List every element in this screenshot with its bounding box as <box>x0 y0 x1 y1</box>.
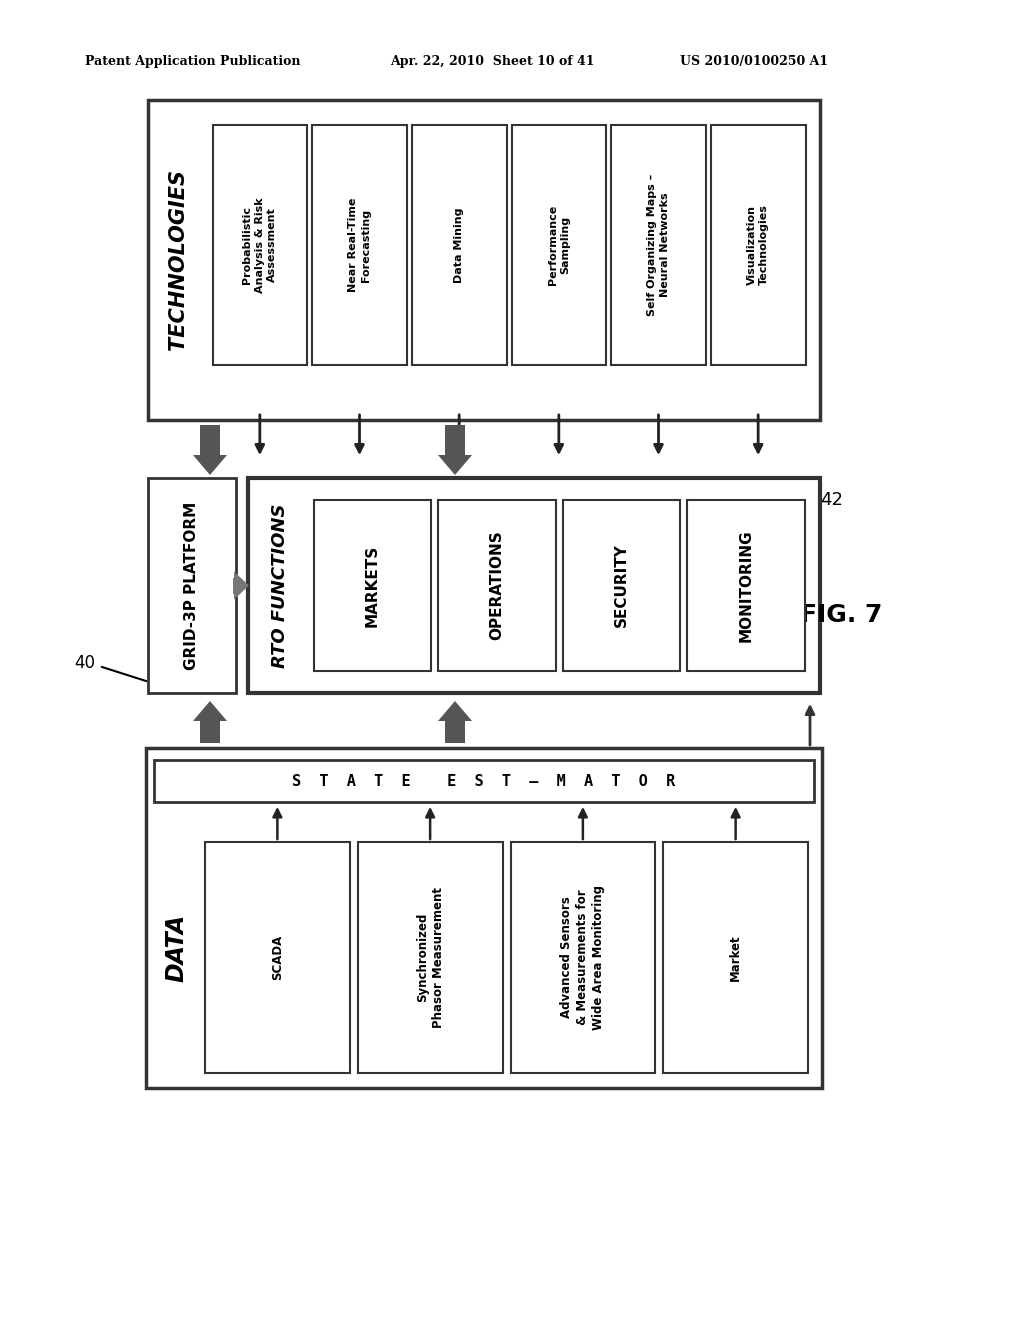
Text: Near Real-Time
Forecasting: Near Real-Time Forecasting <box>348 198 371 292</box>
Text: Self Organizing Maps –
Neural Networks: Self Organizing Maps – Neural Networks <box>647 174 670 315</box>
Bar <box>711 125 806 366</box>
Text: Synchronized
Phasor Measurement: Synchronized Phasor Measurement <box>416 887 444 1028</box>
Bar <box>248 478 820 693</box>
Text: Advanced Sensors
& Measurements for
Wide Area Monitoring: Advanced Sensors & Measurements for Wide… <box>560 884 605 1030</box>
Text: RTO FUNCTIONS: RTO FUNCTIONS <box>271 503 289 668</box>
Bar <box>146 748 822 1088</box>
Bar <box>312 125 407 366</box>
Bar <box>445 721 465 743</box>
Text: 40: 40 <box>74 653 95 672</box>
Polygon shape <box>438 455 472 475</box>
Text: 42: 42 <box>820 491 843 510</box>
Bar <box>213 125 307 366</box>
Text: GRID-3P PLATFORM: GRID-3P PLATFORM <box>184 502 200 669</box>
Bar <box>200 721 220 743</box>
Text: Apr. 22, 2010  Sheet 10 of 41: Apr. 22, 2010 Sheet 10 of 41 <box>390 55 595 69</box>
Text: DATA: DATA <box>164 913 188 982</box>
Bar <box>562 500 680 671</box>
Bar <box>233 578 238 594</box>
Bar <box>445 425 465 455</box>
Text: US 2010/0100250 A1: US 2010/0100250 A1 <box>680 55 828 69</box>
Bar <box>205 842 350 1073</box>
Bar <box>154 760 814 803</box>
Text: Visualization
Technologies: Visualization Technologies <box>746 205 769 285</box>
Text: Probabilistic
Analysis & Risk
Assessment: Probabilistic Analysis & Risk Assessment <box>243 197 278 293</box>
Text: Patent Application Publication: Patent Application Publication <box>85 55 300 69</box>
Text: Data Mining: Data Mining <box>455 207 464 282</box>
Polygon shape <box>193 455 227 475</box>
Polygon shape <box>193 701 227 721</box>
Bar <box>438 500 555 671</box>
Bar <box>611 125 706 366</box>
Bar <box>313 500 431 671</box>
Bar <box>512 125 606 366</box>
Bar <box>511 842 655 1073</box>
Text: TECHNOLOGIES: TECHNOLOGIES <box>168 169 188 351</box>
Bar <box>148 478 236 693</box>
Text: Performance
Sampling: Performance Sampling <box>548 205 570 285</box>
Text: FIG. 7: FIG. 7 <box>800 603 883 627</box>
Polygon shape <box>234 572 249 599</box>
Text: MARKETS: MARKETS <box>365 544 380 627</box>
Text: Market: Market <box>729 935 742 981</box>
Text: S  T  A  T  E    E  S  T  –  M  A  T  O  R: S T A T E E S T – M A T O R <box>293 774 676 788</box>
Text: SECURITY: SECURITY <box>613 544 629 627</box>
Text: MONITORING: MONITORING <box>738 529 754 642</box>
Polygon shape <box>438 701 472 721</box>
Bar <box>148 100 820 420</box>
Text: OPERATIONS: OPERATIONS <box>489 531 504 640</box>
Bar <box>664 842 808 1073</box>
Text: SCADA: SCADA <box>271 935 284 981</box>
Bar <box>200 425 220 455</box>
Bar <box>357 842 503 1073</box>
Bar <box>412 125 507 366</box>
Bar <box>687 500 805 671</box>
